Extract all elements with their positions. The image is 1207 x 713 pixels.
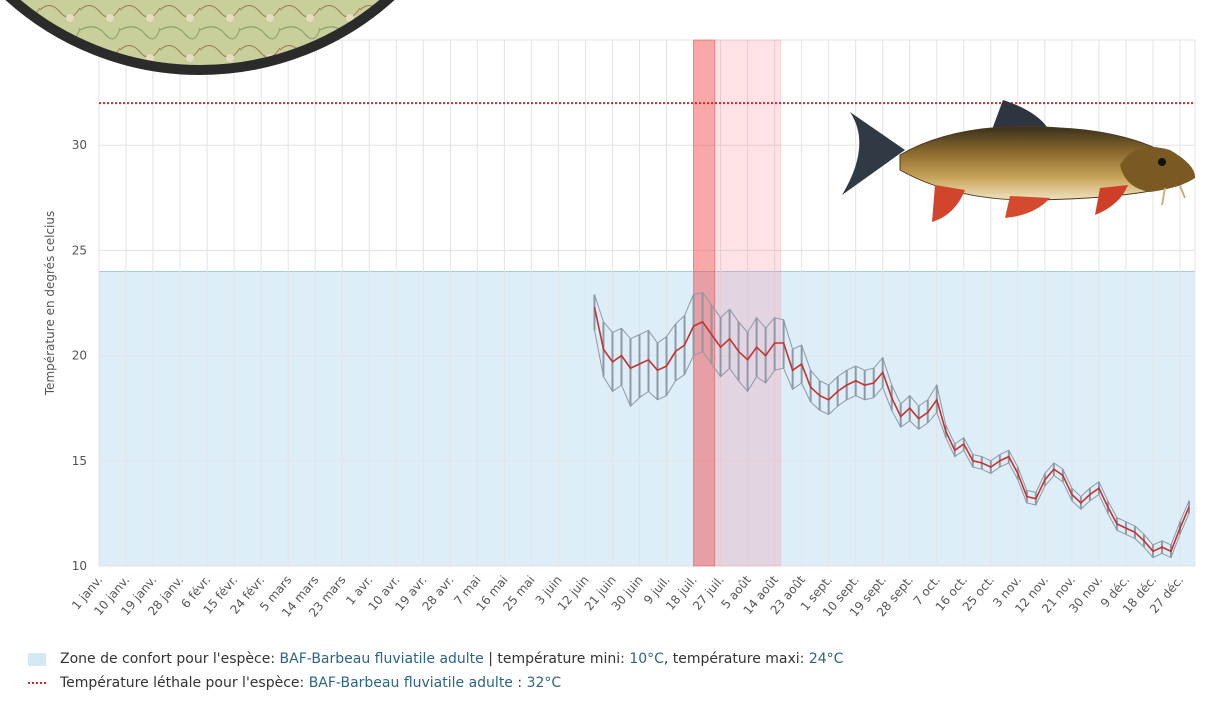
y-tick-label: 15 — [72, 454, 87, 468]
legend-text: 32°C — [526, 675, 562, 691]
mean-line — [593, 307, 1190, 553]
map-inset — [5, 0, 395, 75]
legend-marker — [28, 682, 46, 684]
legend-item: Zone de confort pour l'espèce: BAF-Barbe… — [28, 651, 843, 667]
legend-text: | température mini: — [483, 651, 630, 667]
range-line — [594, 291, 1190, 546]
y-axis-label: Température en degrés celcius — [43, 211, 57, 396]
highlight-period — [714, 39, 782, 567]
y-tick-label: 30 — [72, 138, 87, 152]
comfort-zone — [98, 270, 1196, 567]
range-line — [594, 330, 1190, 559]
legend-text: , température maxi: — [663, 651, 809, 667]
legend-marker — [28, 652, 46, 666]
fish-illustration — [842, 100, 1196, 222]
y-tick-label: 25 — [72, 243, 87, 257]
highlight-period — [693, 39, 716, 567]
legend-text: 10°C — [629, 651, 664, 667]
legend-item: Température léthale pour l'espèce: BAF-B… — [28, 675, 561, 691]
y-tick-label: 20 — [72, 349, 87, 363]
legend-text: Température léthale pour l'espèce: — [60, 675, 309, 691]
legend-text: BAF-Barbeau fluviatile adulte — [308, 675, 513, 691]
legend-text: BAF-Barbeau fluviatile adulte — [279, 651, 484, 667]
y-tick-label: 10 — [72, 559, 87, 573]
legend-text: Zone de confort pour l'espèce: — [60, 651, 280, 667]
legend-text: 24°C — [808, 651, 844, 667]
legend-text: : — [512, 675, 527, 691]
